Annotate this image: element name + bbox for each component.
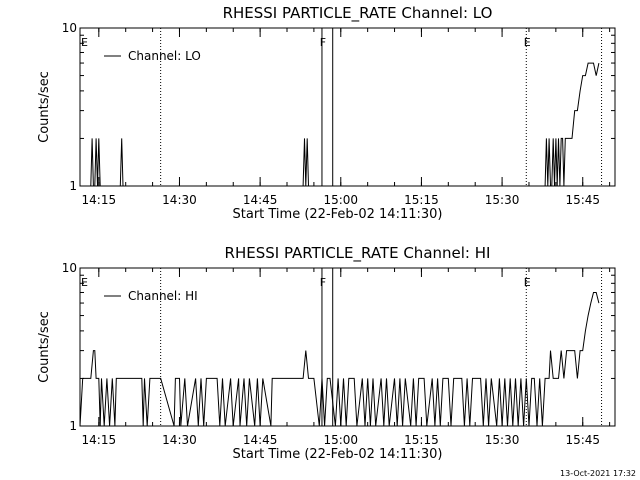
x-tick-label: 15:45 — [565, 433, 600, 447]
x-tick-label: 14:15 — [82, 193, 117, 207]
y-axis-label: Counts/sec — [37, 71, 52, 143]
event-label: E — [81, 276, 88, 289]
x-tick-label: 15:30 — [485, 433, 520, 447]
event-label: F — [320, 36, 326, 49]
x-tick-label: 14:15 — [82, 433, 117, 447]
y-tick-label: 1 — [69, 179, 77, 193]
x-tick-label: 15:00 — [323, 193, 358, 207]
x-tick-label: 14:30 — [162, 433, 197, 447]
series-line — [80, 62, 600, 187]
x-tick-label: 14:30 — [162, 193, 197, 207]
panel-1: RHESSI PARTICLE_RATE Channel: LO 14:15 14:… — [37, 4, 616, 222]
y-tick-label: 10 — [62, 261, 77, 275]
event-label: E — [524, 276, 531, 289]
series-line — [79, 292, 600, 427]
event-label: F — [320, 276, 326, 289]
chart-title: RHESSI PARTICLE_RATE Channel: HI — [225, 244, 491, 263]
panel-2: RHESSI PARTICLE_RATE Channel: HI 14:15 14:… — [37, 244, 616, 462]
x-tick-label: 15:15 — [404, 433, 439, 447]
event-label: E — [81, 36, 88, 49]
x-axis-label: Start Time (22-Feb-02 14:11:30) — [233, 207, 443, 222]
y-tick-label: 1 — [69, 419, 77, 433]
x-tick-label: 15:15 — [404, 193, 439, 207]
x-tick-label: 15:45 — [565, 193, 600, 207]
x-tick-label: 14:45 — [243, 193, 278, 207]
y-tick-label: 10 — [62, 21, 77, 35]
footer-date-stamp: 13-Oct-2021 17:32 — [560, 469, 636, 478]
y-axis-label: Counts/sec — [37, 311, 52, 383]
x-tick-label: 14:45 — [243, 433, 278, 447]
chart-title: RHESSI PARTICLE_RATE Channel: LO — [223, 4, 493, 23]
x-tick-label: 15:30 — [485, 193, 520, 207]
x-axis-label: Start Time (22-Feb-02 14:11:30) — [233, 447, 443, 462]
legend-entry: Channel: HI — [128, 289, 198, 303]
legend-entry: Channel: LO — [128, 49, 201, 63]
x-tick-label: 15:00 — [323, 433, 358, 447]
event-label: E — [524, 36, 531, 49]
